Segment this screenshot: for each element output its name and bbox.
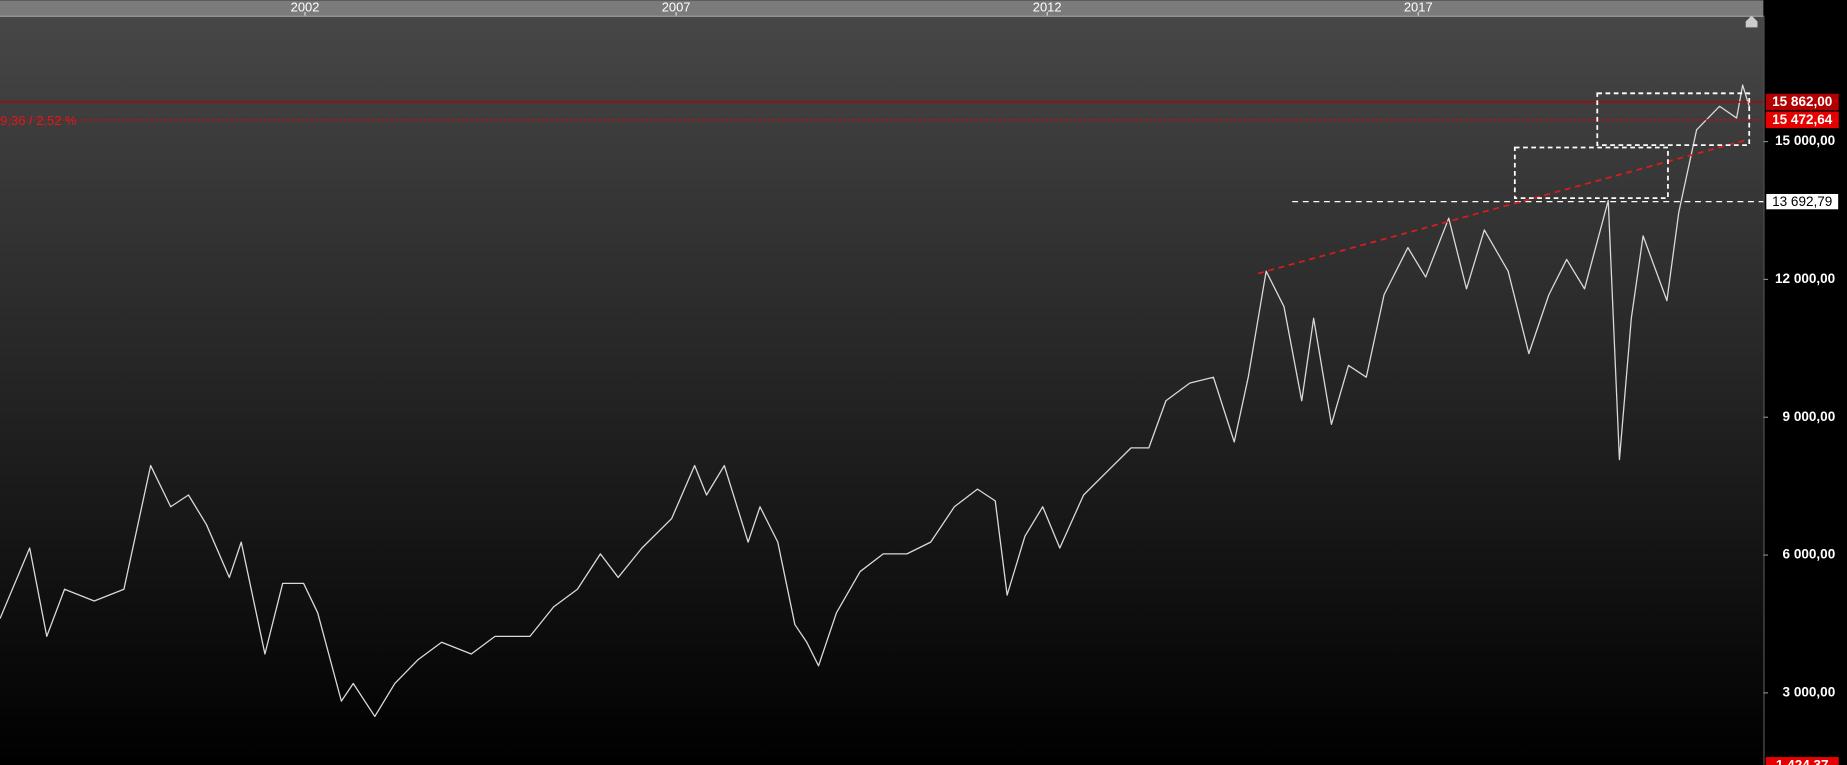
y-tick-label: 12 000,00	[1775, 271, 1835, 286]
y-tick-label: 3 000,00	[1783, 684, 1836, 699]
y-tick-label: 6 000,00	[1783, 547, 1836, 562]
drawing-box	[1596, 92, 1751, 147]
axes: 2002 2007 2012 2017 3 000,00 6 000,00 9 000,00…	[291, 0, 1840, 765]
x-tick-label: 2012	[1033, 0, 1062, 14]
price-label-box	[1765, 111, 1839, 129]
price-label-box	[1765, 93, 1839, 111]
price-label: 1 424,37	[1776, 757, 1829, 765]
x-tick-label: 2007	[662, 0, 691, 14]
price-label: 15 862,00	[1772, 94, 1832, 109]
annotation: 389,36 / 2,52 %	[0, 113, 77, 128]
x-tick-label: 2017	[1404, 0, 1433, 14]
price-label: 15 472,64	[1772, 112, 1833, 127]
price-label-box	[1765, 192, 1840, 211]
y-tick-label: 15 000,00	[1775, 133, 1835, 148]
y-tick-label: 9 000,00	[1783, 409, 1836, 424]
plot	[0, 84, 1764, 718]
plot-area	[0, 15, 1764, 765]
home-icon[interactable]	[1745, 15, 1758, 28]
price-line	[0, 84, 1750, 718]
time-axis-bar	[0, 0, 1764, 16]
price-label: 13 692,79	[1772, 194, 1832, 209]
x-tick-label: 2002	[291, 0, 320, 14]
price-label-box	[1765, 757, 1839, 765]
drawing-box	[1513, 146, 1669, 200]
